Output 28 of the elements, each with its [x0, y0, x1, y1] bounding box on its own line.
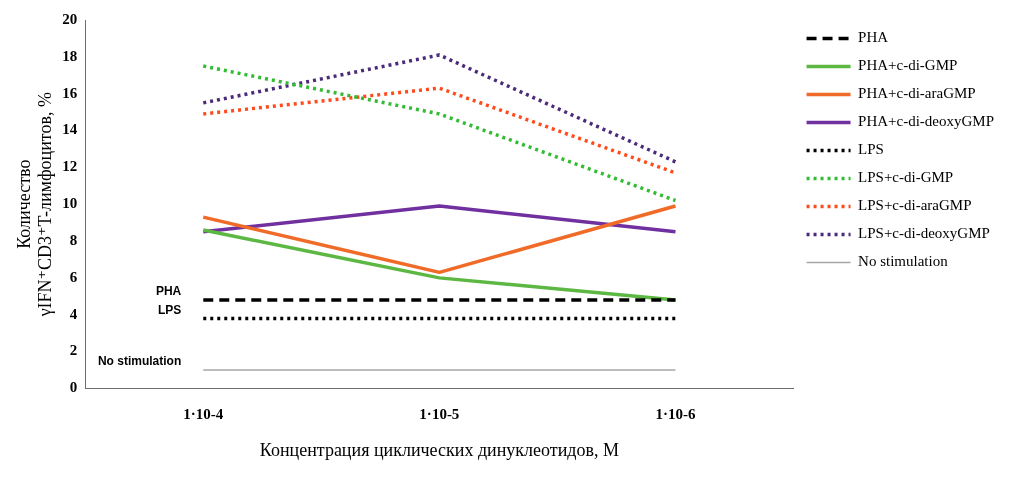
y-tick-label: 0	[69, 379, 78, 396]
y-tick-label: 8	[69, 231, 78, 248]
legend-label: PHA	[858, 29, 889, 46]
y-tick-label: 18	[62, 47, 78, 64]
legend-label: PHA+c-di-GMP	[858, 57, 958, 74]
y-tick-label: 2	[69, 342, 78, 359]
y-tick-label: 12	[62, 158, 78, 175]
y-tick-label: 6	[69, 268, 78, 285]
y-axis-title: Количество γIFN⁺CD3⁺T-лимфоцитов, %	[13, 92, 56, 318]
annotation: No stimulation	[97, 354, 182, 369]
annotation: LPS	[157, 302, 182, 317]
legend-label: LPS+c-di-araGMP	[858, 197, 972, 214]
y-tick-label: 10	[62, 195, 78, 212]
x-tick-label: 1·10-6	[655, 406, 696, 423]
x-axis-title: Концентрация циклических динуклеотидов, М	[259, 439, 619, 460]
legend-label: LPS+c-di-deoxyGMP	[858, 225, 990, 242]
y-tick-label: 14	[62, 121, 78, 138]
legend-label: No stimulation	[858, 253, 949, 270]
y-tick-label: 20	[62, 10, 78, 27]
y-tick-label: 4	[69, 305, 78, 322]
legend-label: LPS+c-di-GMP	[858, 169, 954, 186]
y-tick-label: 16	[62, 84, 78, 101]
legend-label: PHA+c-di-deoxyGMP	[858, 113, 994, 130]
x-tick-label: 1·10-5	[419, 406, 460, 423]
x-tick-label: 1·10-4	[183, 406, 224, 423]
annotation: PHA	[155, 284, 182, 299]
legend-label: LPS	[858, 141, 884, 158]
legend-label: PHA+c-di-araGMP	[858, 85, 976, 102]
